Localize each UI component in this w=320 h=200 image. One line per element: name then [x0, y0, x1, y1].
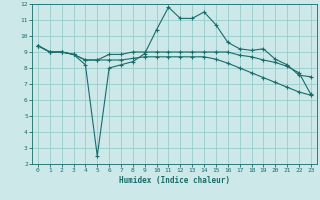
X-axis label: Humidex (Indice chaleur): Humidex (Indice chaleur)	[119, 176, 230, 185]
